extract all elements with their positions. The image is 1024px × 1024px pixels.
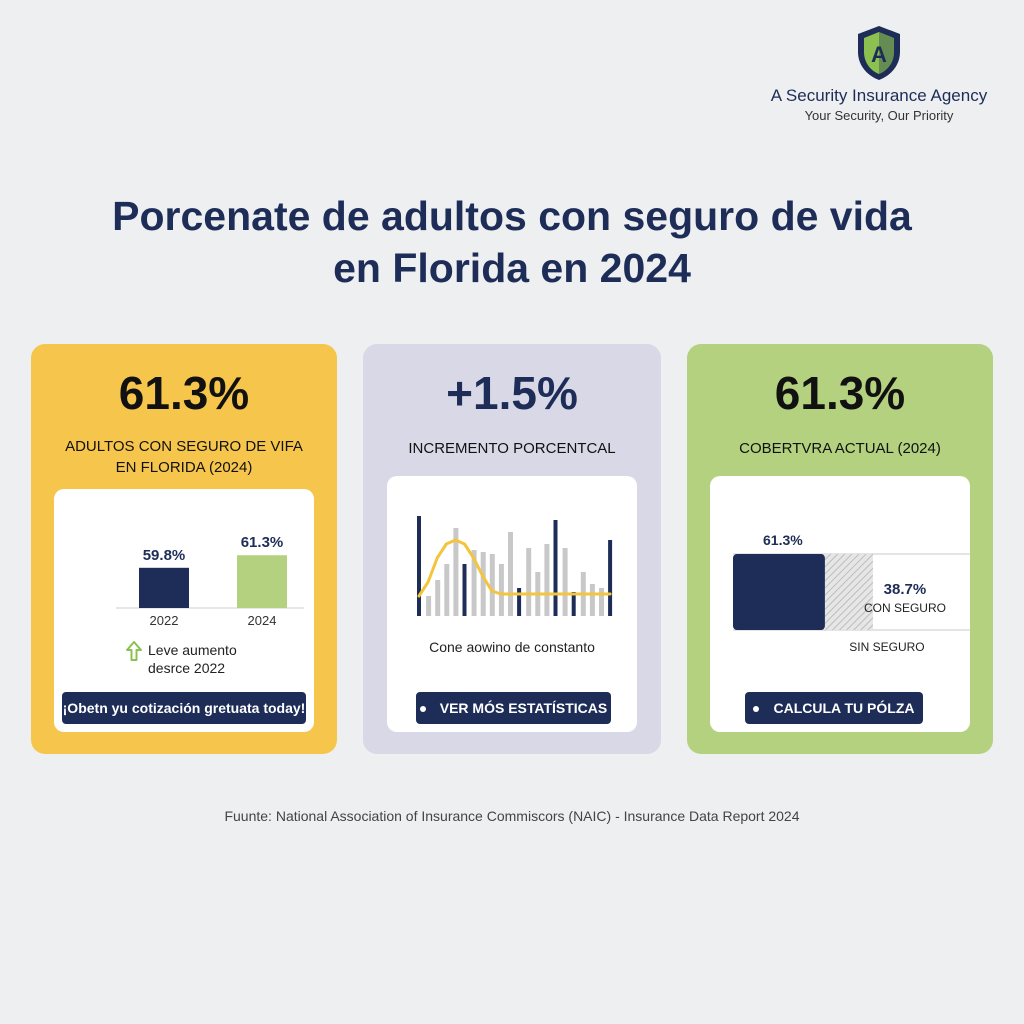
segment-uninsured [824,554,873,630]
stat-value: +1.5% [446,367,578,419]
segment-insured [733,554,825,630]
segment-label-uninsured: 38.7% [884,581,927,598]
bar-navy [608,540,613,616]
brand-tagline: Your Security, Our Priority [804,108,954,123]
bar-gray [489,554,495,616]
bar-2024 [237,555,287,608]
bar-gray [508,532,513,616]
bar-navy [462,564,467,616]
source-note: Fuunte: National Association of Insuranc… [224,808,800,824]
bar-gray [498,564,504,616]
stat-subtitle: ADULTOS CON SEGURO DE VIFA EN FLORIDA (2… [31,436,337,478]
arrow-up-icon [126,641,142,661]
stat-subtitle-line2: EN FLORIDA (2024) [115,459,253,476]
chart-panel: Cone aowino de constanto VER MÓS ESTATÍS… [387,476,637,732]
stat-value: 61.3% [774,367,906,419]
more-stats-label: VER MÓS ESTATÍSTICAS [439,700,608,716]
bar-gray [526,548,532,616]
coverage-bar-chart: 61.3% 38.7% CON SEGURO SIN SEGURO [733,532,970,654]
stat-subtitle: COBERTVRA ACTUAL (2024) [739,440,941,457]
trend-note-line1: Leve aumento [148,642,237,658]
bar-gray [480,552,486,616]
chart-panel: 61.3% 38.7% CON SEGURO SIN SEGURO CALCULA T… [710,476,970,732]
bullet-icon [419,706,426,713]
stat-card-increase: +1.5% INCREMENTO PORCENTCAL Cone aowino … [363,344,661,754]
bar-navy [553,520,558,616]
page-title-line1: Porcenate de adultos con seguro de vida [112,193,912,239]
more-stats-button[interactable]: VER MÓS ESTATÍSTICAS [416,692,611,724]
logo-letter: A [871,42,887,67]
page-title: Porcenate de adultos con seguro de vida … [60,190,964,294]
x-tick-label: 2022 [150,613,179,628]
get-quote-button[interactable]: ¡Obetn yu cotización gretuata today! [62,692,306,724]
bar-gray [471,550,477,616]
bullet-icon [753,706,760,713]
brand: A A Security Insurance Agency Your Secur… [764,24,994,123]
stat-subtitle: INCREMENTO PORCENTCAL [408,440,616,457]
bar-gray [426,596,432,616]
bar-gray [453,528,459,616]
calculate-policy-button[interactable]: CALCULA TU PÓLZA [745,692,923,724]
bar-navy [571,592,576,616]
trend-note-line2: desrce 2022 [148,660,226,676]
shield-logo-icon: A [858,26,900,80]
page-title-line2: en Florida en 2024 [333,245,691,291]
bar-gray [444,564,450,616]
x-tick-label: 2024 [248,613,277,628]
bar-gray [435,580,441,616]
chart-caption: Cone aowino de constanto [429,639,595,655]
bar-gray [599,588,604,616]
legend-sin-seguro: SIN SEGURO [849,640,924,654]
stat-card-coverage: 61.3% COBERTVRA ACTUAL (2024) 61.3% 38.7%… [687,344,993,754]
bar-chart-years: 59.8% 2022 61.3% 2024 [116,534,304,628]
chart-panel: 59.8% 2022 61.3% 2024 Leve aumento desrce 2… [54,489,314,732]
brand-name: A Security Insurance Agency [770,86,988,105]
calculate-policy-label: CALCULA TU PÓLZA [773,700,915,716]
bar-value-label: 61.3% [241,534,284,551]
trend-chart [417,516,613,616]
bar-value-label: 59.8% [143,547,186,564]
trend-line [417,538,612,598]
bar-2022 [139,567,189,608]
legend-con-seguro: CON SEGURO [864,601,946,615]
bar-gray [589,584,595,616]
bar-gray [562,548,568,616]
stat-subtitle-line1: ADULTOS CON SEGURO DE VIFA [65,438,303,455]
segment-label-insured: 61.3% [763,532,803,548]
bar-navy [517,588,522,616]
trend-note: Leve aumento desrce 2022 [148,641,237,677]
bar-navy [417,516,421,616]
stat-card-adults: 61.3% ADULTOS CON SEGURO DE VIFA EN FLOR… [31,344,337,754]
stat-value: 61.3% [118,367,250,419]
bar-gray [544,544,550,616]
